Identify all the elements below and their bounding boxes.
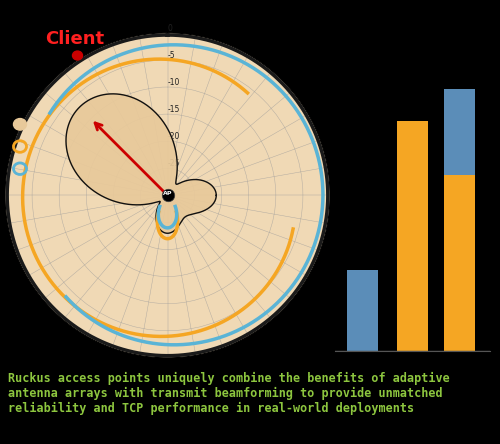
- Polygon shape: [66, 94, 216, 233]
- Text: Client: Client: [45, 30, 104, 48]
- Bar: [444, 89, 474, 175]
- Bar: [444, 175, 474, 351]
- Text: AP: AP: [163, 190, 172, 196]
- Text: Ruckus access points uniquely combine the benefits of adaptive
antenna arrays wi: Ruckus access points uniquely combine th…: [8, 372, 449, 415]
- Bar: [348, 270, 378, 351]
- Bar: [397, 121, 428, 351]
